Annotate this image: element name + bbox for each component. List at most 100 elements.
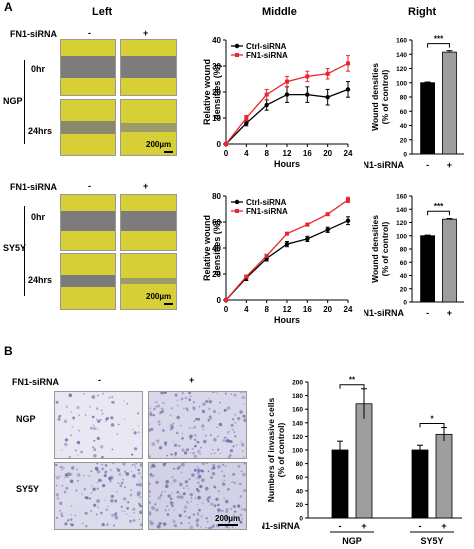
- y-tick-label: 80: [296, 461, 304, 468]
- category-label: +: [441, 521, 446, 531]
- y-tick-label: 60: [296, 475, 304, 482]
- y-axis-label: Relative wound: [202, 59, 212, 125]
- invasion-plus-label: +: [189, 375, 195, 385]
- panel-a-letter: A: [4, 0, 13, 14]
- y-tick-label: 60: [212, 218, 221, 227]
- sy5y-bracket: [24, 206, 25, 296]
- y-tick-label: 0: [217, 296, 222, 305]
- y-axis-label: (% of control): [380, 221, 390, 276]
- category-label: +: [447, 308, 452, 318]
- x-tick-label: 16: [303, 305, 312, 314]
- data-point: [305, 74, 310, 79]
- bar: [442, 51, 457, 155]
- data-point: [284, 241, 290, 247]
- legend-marker: [234, 199, 240, 205]
- x-tick-label: 4: [244, 305, 249, 314]
- y-axis-label: Relative wound: [202, 215, 212, 281]
- ngp-line-chart: 0 10 20 30 40 0 4 8 12 16 20 24 Hours Relative wound d…: [202, 36, 353, 169]
- category-label: -: [419, 521, 422, 531]
- significance-label: ***: [434, 202, 444, 211]
- y-tick-label: 80: [400, 247, 408, 254]
- y-tick-label: 100: [292, 448, 303, 455]
- column-title-right: Right: [408, 6, 437, 18]
- y-tick-label: 80: [400, 95, 408, 102]
- ngp-time-24-label: 24hrs: [28, 126, 53, 136]
- data-point: [285, 231, 289, 236]
- x-axis-label: Hours: [274, 159, 300, 169]
- group-label: SY5Y: [420, 536, 443, 546]
- y-tick-label: 80: [212, 192, 221, 201]
- x-tick-label: 20: [323, 149, 332, 158]
- y-tick-label: 160: [396, 194, 407, 201]
- sy5y-line-chart: 0 20 40 60 80 0 4 8 12 16 20 24 Hours Relative wound d…: [202, 192, 353, 325]
- significance-label: *: [430, 414, 434, 423]
- bar: [331, 449, 349, 519]
- y-tick-label: 0: [403, 152, 407, 159]
- ngp-minus-label: -: [88, 28, 91, 38]
- data-point: [305, 222, 310, 227]
- category-label: +: [361, 521, 366, 531]
- ngp-treatment-label: FN1-siRNA: [10, 29, 58, 39]
- invasion-row-ngp: NGP: [16, 414, 36, 424]
- ngp-bar-chart: 0 20 40 60 80 100 120 140 160 - + *** FN1-siRNA Wound…: [364, 35, 464, 170]
- cell-texture: [55, 392, 140, 458]
- invasion-scale-text: 200µm: [215, 514, 241, 523]
- invasion-image-sy5y-fn1: [148, 462, 247, 530]
- data-point: [325, 212, 330, 217]
- sy5y-bar-chart: 0 20 40 60 80 100 120 140 160 - + *** FN1-siRNA Wound…: [364, 194, 464, 318]
- y-tick-label: 100: [396, 80, 407, 87]
- y-tick-label: 20: [212, 270, 221, 279]
- legend-label: FN1-siRNA: [246, 51, 288, 60]
- x-tick-label: 4: [244, 149, 249, 158]
- sy5y-wound-24hr-fn1: [120, 253, 177, 310]
- column-title-middle: Middle: [262, 6, 297, 18]
- data-point: [244, 116, 249, 120]
- legend-marker: [234, 43, 240, 49]
- data-point: [285, 79, 289, 84]
- category-label: -: [426, 308, 429, 318]
- ngp-bracket: [24, 60, 25, 144]
- y-tick-label: 0: [403, 300, 407, 307]
- legend-label: FN1-siRNA: [246, 207, 288, 216]
- ngp-cell-label: NGP: [3, 96, 23, 106]
- y-tick-label: 30: [212, 62, 221, 71]
- cell-texture: [149, 463, 246, 529]
- cell-texture: [55, 463, 142, 528]
- data-point: [264, 253, 269, 258]
- bar: [355, 403, 373, 519]
- significance-bracket: [427, 43, 450, 48]
- data-point: [264, 102, 269, 108]
- category-label: -: [339, 521, 342, 531]
- y-tick-label: 180: [292, 393, 303, 400]
- series-line: [225, 62, 349, 145]
- bar: [411, 449, 429, 519]
- y-tick-label: 100: [396, 233, 407, 240]
- ngp-plus-label: +: [143, 28, 149, 38]
- y-axis-label: Wound densities: [370, 215, 380, 283]
- ngp-wound-0hr-ctrl: [60, 39, 116, 96]
- group-label: NGP: [342, 536, 362, 546]
- ngp-wound-24hr-ctrl: [60, 99, 116, 156]
- data-point: [224, 142, 228, 146]
- data-point: [305, 92, 310, 97]
- invasion-treatment-label: FN1-siRNA: [12, 377, 60, 387]
- ngp-scale-bar: [164, 151, 173, 153]
- category-label: -: [426, 160, 429, 170]
- y-tick-label: 20: [212, 88, 221, 97]
- y-tick-label: 40: [400, 273, 408, 280]
- data-point: [224, 298, 228, 302]
- y-tick-label: 200: [292, 380, 303, 387]
- legend-marker: [235, 53, 239, 57]
- x-tick-label: 12: [283, 149, 292, 158]
- x-tick-label: 12: [283, 305, 292, 314]
- invasion-bar-chart: 0 20 40 60 80 100 120 140 160 180 200 Numbers of in…: [262, 376, 462, 546]
- x-tick-label: 0: [224, 305, 229, 314]
- panel-b-letter: B: [4, 344, 13, 358]
- x-tick-label: 0: [224, 149, 229, 158]
- y-tick-label: 120: [396, 66, 407, 73]
- x-axis-label: Hours: [274, 315, 300, 325]
- sy5y-wound-0hr-ctrl: [60, 194, 116, 251]
- cell-texture: [149, 392, 246, 458]
- invasion-row-sy5y: SY5Y: [16, 484, 40, 494]
- bar: [442, 218, 457, 303]
